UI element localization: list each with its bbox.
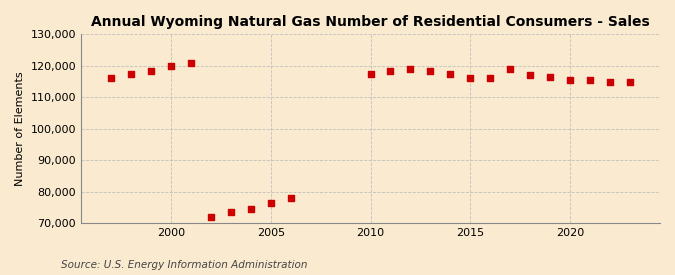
Point (385, 68, 396, 73)
Point (605, 79, 616, 84)
Point (126, 72, 136, 76)
Point (105, 76, 116, 81)
Point (525, 73, 536, 78)
Point (205, 215, 216, 219)
Point (624, 79, 635, 84)
Point (245, 207, 256, 211)
Point (146, 68, 157, 73)
Title: Annual Wyoming Natural Gas Number of Residential Consumers - Sales: Annual Wyoming Natural Gas Number of Res… (91, 15, 650, 29)
Point (425, 68, 436, 73)
Point (165, 64, 176, 68)
Point (445, 72, 456, 76)
Point (545, 75, 556, 79)
Point (465, 76, 476, 81)
Point (265, 200, 276, 205)
Point (585, 78, 595, 82)
Point (225, 210, 236, 214)
Y-axis label: Number of Elements: Number of Elements (15, 72, 25, 186)
Text: Source: U.S. Energy Information Administration: Source: U.S. Energy Information Administ… (61, 260, 307, 270)
Point (565, 78, 576, 82)
Point (186, 60, 196, 65)
Point (365, 72, 376, 76)
Point (485, 76, 495, 80)
Point (286, 196, 296, 200)
Point (505, 67, 516, 71)
Point (405, 67, 416, 71)
